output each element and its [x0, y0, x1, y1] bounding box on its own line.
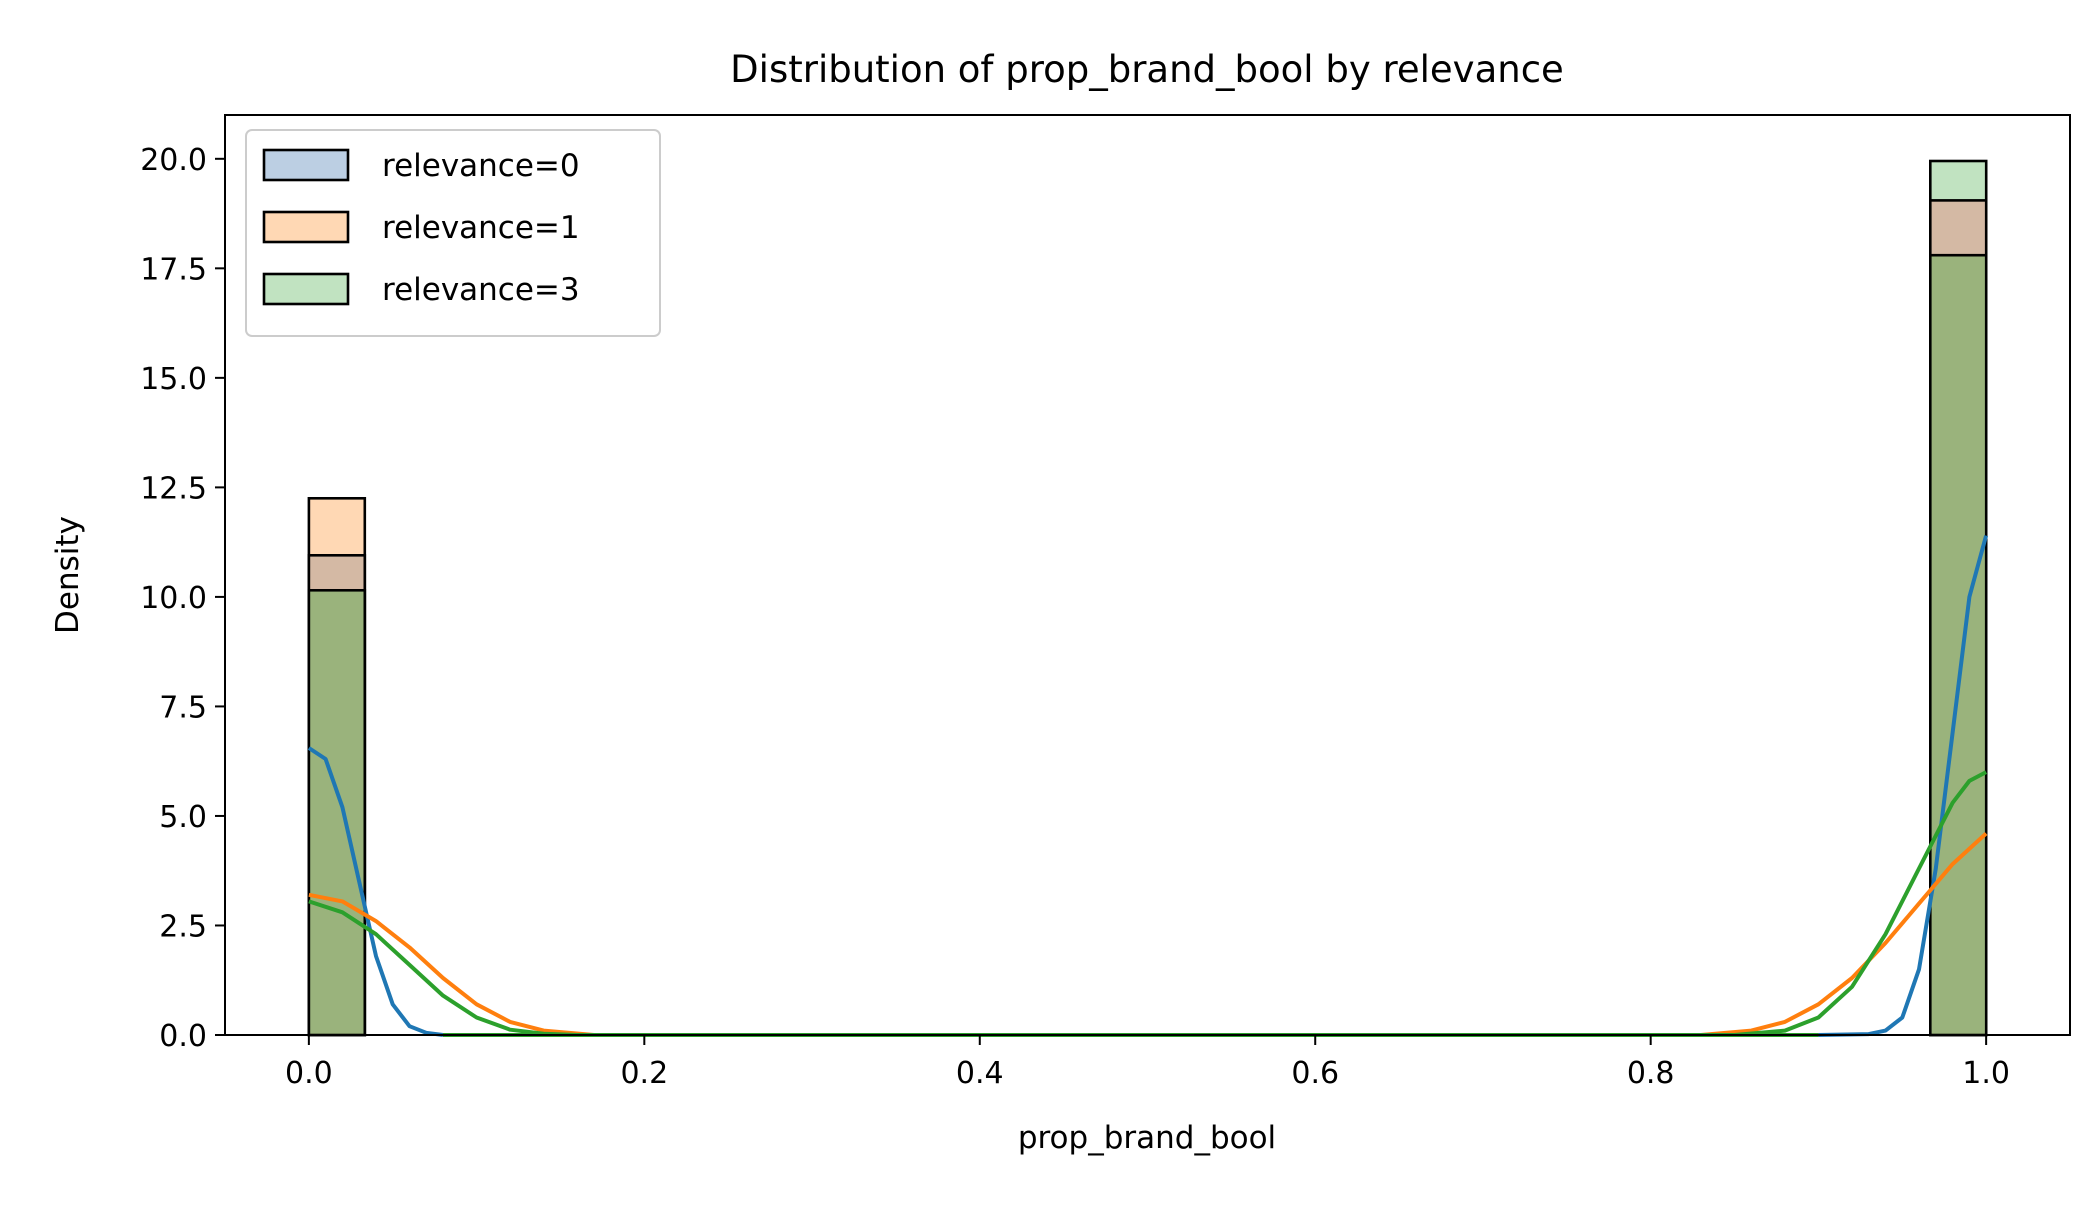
kde-line-relevance-0-left: [307, 746, 444, 1037]
kde-line-relevance-1-right: [1700, 832, 1988, 1037]
y-tick-label: 0.0: [159, 1019, 207, 1054]
kde-line-relevance-3-right: [1734, 770, 1988, 1037]
bar-relevance-1-bin-1: [1929, 253, 1988, 1037]
y-tick-label: 5.0: [159, 800, 207, 835]
kde-line-relevance-0-right: [1818, 535, 1989, 1037]
y-tick-label: 2.5: [159, 909, 207, 944]
legend-label-relevance-0: relevance=0: [382, 148, 580, 184]
legend-swatch-relevance-3: [262, 272, 350, 306]
legend-label-relevance-1: relevance=1: [382, 210, 580, 246]
legend-swatch-relevance-0: [262, 148, 350, 182]
x-tick-label: 0.8: [1627, 1056, 1675, 1091]
y-tick-label: 12.5: [140, 471, 207, 506]
kde-line-relevance-1-left: [308, 892, 595, 1037]
x-tick-label: 0.2: [620, 1056, 668, 1091]
y-tick-label: 15.0: [140, 362, 207, 397]
legend: relevance=0 relevance=1 relevance=3: [245, 129, 661, 337]
legend-box: [245, 129, 661, 337]
y-axis-label: Density: [50, 516, 86, 634]
x-tick-label: 0.6: [1291, 1056, 1339, 1091]
bar-relevance-3-bin-0: [307, 588, 367, 1037]
axes-frame: [224, 114, 2071, 1036]
y-tick-label: 10.0: [140, 581, 207, 616]
x-tick-label: 1.0: [1962, 1056, 2010, 1091]
axis-ticks: 0.0 0.2 0.4 0.6 0.8 1.0 0.0 2.5 5.0 7.5 10.0 12.5 15…: [140, 143, 2010, 1091]
legend-label-relevance-3: relevance=3: [382, 272, 580, 308]
x-tick-label: 0.4: [956, 1056, 1004, 1091]
kde-line-relevance-3-left: [308, 899, 578, 1037]
legend-swatch-relevance-1: [262, 210, 350, 244]
chart-title: Distribution of prop_brand_bool by relev…: [730, 48, 1564, 91]
y-tick-label: 17.5: [140, 252, 207, 287]
y-tick-label: 20.0: [140, 143, 207, 178]
x-axis-label: prop_brand_bool: [1018, 1120, 1276, 1156]
x-tick-label: 0.0: [285, 1056, 333, 1091]
y-tick-label: 7.5: [159, 690, 207, 725]
